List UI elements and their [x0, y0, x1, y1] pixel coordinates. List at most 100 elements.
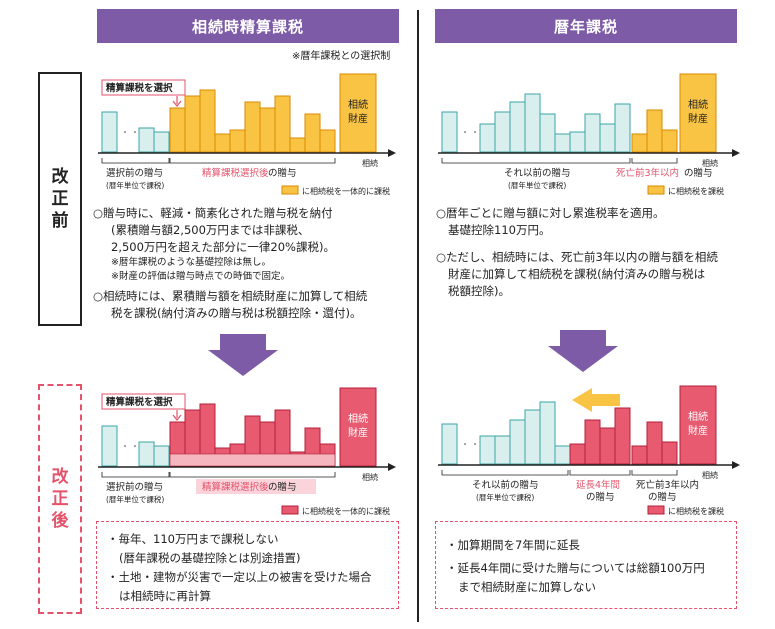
gift-bar	[509, 101, 526, 153]
left-note: ※暦年課税との選択制	[292, 51, 391, 62]
gift-bar	[304, 113, 321, 153]
brace	[441, 158, 631, 164]
estate-bar	[339, 73, 377, 153]
box-line: ・毎年、110万円まで課税しない	[107, 532, 279, 546]
gift-bar	[646, 421, 663, 465]
right-header: 暦年課税	[435, 9, 737, 43]
axis-arrow-icon	[388, 149, 396, 157]
text-line: 税額控除)。	[448, 284, 510, 298]
axis-label: 相続	[362, 158, 378, 168]
brace	[441, 470, 569, 476]
select-arrow-icon	[172, 96, 182, 107]
box-line: は相続時に再計算	[119, 589, 211, 603]
ellipsis: ・・・	[120, 442, 150, 453]
estate-label: 財産	[688, 112, 708, 125]
brace	[631, 158, 678, 164]
brace	[101, 472, 170, 478]
right-down-arrow-icon	[548, 330, 618, 372]
gift-bar	[101, 425, 118, 467]
estate-bar	[679, 73, 717, 153]
gift-bar	[584, 419, 601, 465]
gift-bar	[138, 441, 155, 467]
legend-text: に相続税を一体的に課税	[302, 506, 390, 516]
legend-swatch	[647, 185, 665, 195]
left-after-box: ・毎年、110万円まで課税しない (暦年課税の基礎控除とは別途措置) ・土地・建…	[96, 521, 399, 609]
left-before-diagram: ・・・ 相続 財産 精算課税を選択 相続 選択前の贈与 (暦年単位で課税) 精算…	[98, 73, 396, 196]
text-line: 税を課税(納付済みの贈与税は税額控除・還付)。	[111, 306, 362, 320]
select-label: 精算課税を選択	[106, 82, 173, 94]
caption-prev: それ以前の贈与	[472, 479, 539, 491]
estate-bar	[339, 387, 377, 467]
gift-bar	[554, 133, 571, 153]
gift-bar	[479, 435, 496, 465]
gift-bar	[509, 419, 526, 465]
gift-bar	[153, 445, 170, 467]
gift-bar	[554, 445, 571, 465]
gift-bar	[229, 129, 246, 153]
side-char: 改	[51, 467, 69, 487]
gift-bar	[441, 111, 458, 153]
box-line: ・土地・建物が災害で一定以上の被害を受けた場合	[107, 570, 372, 584]
gift-bar	[169, 107, 186, 153]
select-label: 精算課税を選択	[106, 396, 173, 408]
caption-3y: 死亡前3年以内	[636, 479, 699, 491]
axis-label: 相続	[702, 158, 718, 168]
gift-bar	[569, 131, 586, 153]
deduction-band	[169, 453, 336, 467]
box-line: (暦年課税の基礎控除とは別途措置)	[119, 551, 301, 565]
ellipsis: ・・・	[460, 440, 490, 451]
caption-after: 精算課税選択後	[202, 167, 269, 179]
legend-text: に相続税を課税	[668, 506, 724, 516]
gift-bar	[259, 107, 276, 153]
gift-bar	[494, 435, 511, 465]
gift-bar	[244, 101, 261, 153]
text-line: ○贈与時に、軽減・簡素化された贈与税を納付	[93, 206, 333, 220]
estate-label: 相続	[348, 98, 368, 111]
select-label-box	[101, 393, 186, 410]
box-line: ・加算期間を7年間に延長	[446, 538, 580, 552]
gift-bar	[138, 127, 155, 153]
caption-ext: 延長4年間	[576, 479, 620, 491]
gift-bar	[539, 113, 556, 153]
caption-3y-post: の贈与	[684, 167, 713, 179]
gift-bar	[539, 401, 556, 465]
text-line: 基礎控除110万円。	[448, 223, 551, 237]
right-after-diagram: ・・・ 相続 財産 相続 それ以前の贈与 (暦年単位で課税) 延長4年間 の贈与…	[438, 385, 740, 516]
brace	[631, 470, 678, 476]
estate-label: 相続	[688, 98, 708, 111]
gift-bar	[524, 409, 541, 465]
legend-swatch	[281, 185, 299, 195]
right-after-box: ・加算期間を7年間に延長 ・延長4年間に受けた贈与については総額100万円 まで…	[435, 521, 737, 609]
estate-bar	[679, 385, 717, 465]
legend-text: に相続税を一体的に課税	[302, 186, 390, 196]
gift-bar	[631, 133, 648, 153]
axis-arrow-icon	[732, 149, 740, 157]
gift-bar	[599, 427, 616, 465]
center-divider	[417, 10, 419, 622]
text-line: 2,500万円を超えた部分に一律20%課税)。	[111, 240, 335, 254]
gift-bar	[584, 113, 601, 153]
axis-label: 相続	[362, 472, 378, 482]
text-line: ○相続時には、累積贈与額を相続財産に加算して相続	[93, 289, 368, 303]
gift-bar	[661, 441, 678, 465]
caption-3y-post: の贈与	[648, 491, 677, 503]
left-down-arrow-icon	[208, 334, 278, 376]
gift-bar	[214, 133, 231, 153]
caption-prev-sub: (暦年単位で課税)	[508, 180, 566, 190]
gift-bar	[479, 123, 496, 153]
text-line: ○暦年ごとに贈与額に対し累進税率を適用。	[436, 206, 665, 220]
gift-bar	[184, 95, 201, 153]
gift-bar	[199, 89, 216, 153]
estate-label: 財産	[688, 424, 708, 437]
left-before-text: ○贈与時に、軽減・簡素化された贈与税を納付 (累積贈与額2,500万円までは非課…	[93, 205, 408, 322]
gift-bar	[646, 109, 663, 153]
estate-label: 財産	[348, 426, 368, 439]
caption-highlight	[196, 479, 316, 494]
box-line: ・延長4年間に受けた贈与については総額100万円	[446, 561, 705, 575]
right-before-diagram: ・・・ 相続 財産 相続 それ以前の贈与 (暦年単位で課税) 死亡前3年以内 の…	[438, 73, 740, 196]
gift-bar	[631, 445, 648, 465]
select-label-box	[101, 79, 186, 96]
gift-bar	[614, 407, 631, 465]
axis-arrow-icon	[732, 461, 740, 469]
gift-bar	[614, 103, 631, 153]
